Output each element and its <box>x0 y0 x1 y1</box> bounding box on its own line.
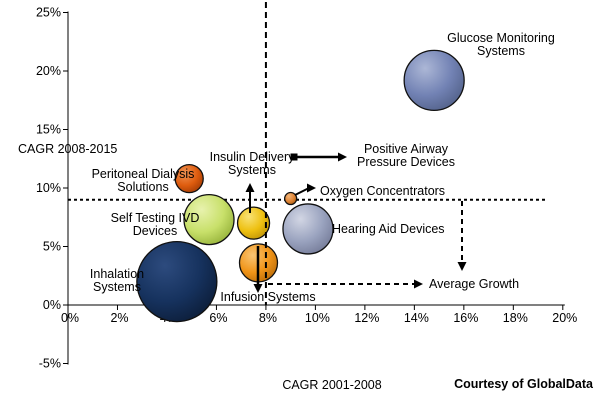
x-tick-label: 14% <box>404 311 429 325</box>
x-tick-label: 16% <box>453 311 478 325</box>
glucose-monitoring-systems-label: Glucose Monitoring <box>447 31 555 45</box>
oxygen-concentrators-label: Oxygen Concentrators <box>320 184 445 198</box>
y-tick-label: 25% <box>36 6 61 20</box>
x-axis-title: CAGR 2001-2008 <box>282 378 382 392</box>
inhalation-systems-label: Systems <box>93 280 141 294</box>
infusion-systems-label: Infusion Systems <box>220 290 315 304</box>
insulin-delivery-systems-bubble <box>236 206 271 240</box>
self-testing-ivd-devices-label: Devices <box>133 224 177 238</box>
inhalation-systems-label: Inhalation <box>90 267 144 281</box>
x-tick-label: 6% <box>209 311 227 325</box>
oxygen-concentrators-arrow <box>294 187 310 196</box>
x-tick-label: 8% <box>259 311 277 325</box>
y-tick-label: 10% <box>36 181 61 195</box>
positive-airway-pressure-arrow-head <box>338 152 347 162</box>
x-tick-label: 12% <box>354 311 379 325</box>
insulin-delivery-systems-label: Systems <box>228 163 276 177</box>
average-growth-label: Average Growth <box>429 277 519 291</box>
average-growth-dashed-arrow-head <box>414 279 423 289</box>
x-tick-label: 20% <box>552 311 577 325</box>
peritoneal-dialysis-solutions-bubble <box>174 163 204 194</box>
peritoneal-dialysis-solutions-label: Peritoneal Dialysis <box>92 167 195 181</box>
x-tick-label: 10% <box>305 311 330 325</box>
glucose-monitoring-systems-label: Systems <box>477 44 525 58</box>
infusion-down-arrow-head <box>253 284 263 293</box>
positive-airway-pressure-arrow-start-marker <box>290 153 298 161</box>
hearing-aid-devices-bubble <box>282 203 334 255</box>
self-testing-ivd-devices-label: Self Testing IVD <box>111 211 200 225</box>
y-tick-label: 0% <box>43 298 61 312</box>
positive-airway-pressure-devices-label: Positive Airway <box>364 142 449 156</box>
y-tick-label: 5% <box>43 240 61 254</box>
oxygen-concentrators-arrow-head <box>307 183 316 193</box>
y-tick-label: 15% <box>36 123 61 137</box>
self-testing-ivd-devices-bubble <box>183 193 235 246</box>
insulin-delivery-up-arrow-head <box>245 183 255 192</box>
y-axis-title: CAGR 2008-2015 <box>18 142 118 156</box>
x-tick-label: 0% <box>61 311 79 325</box>
hearing-aid-devices-label: Hearing Aid Devices <box>332 222 445 236</box>
below-average-dashed-down-arrow-head <box>457 262 467 271</box>
oxygen-concentrators-bubble <box>284 191 298 206</box>
peritoneal-dialysis-solutions-label: Solutions <box>117 180 168 194</box>
courtesy-credit: Courtesy of GlobalData <box>454 377 593 391</box>
y-tick-label: -5% <box>39 357 61 371</box>
positive-airway-pressure-devices-label: Pressure Devices <box>357 155 455 169</box>
glucose-monitoring-systems-bubble <box>403 49 465 112</box>
x-tick-label: 18% <box>503 311 528 325</box>
insulin-delivery-systems-label: Insulin Delivery <box>210 150 296 164</box>
inhalation-systems-bubble <box>136 240 218 323</box>
y-tick-label: 20% <box>36 64 61 78</box>
x-tick-label: 2% <box>110 311 128 325</box>
